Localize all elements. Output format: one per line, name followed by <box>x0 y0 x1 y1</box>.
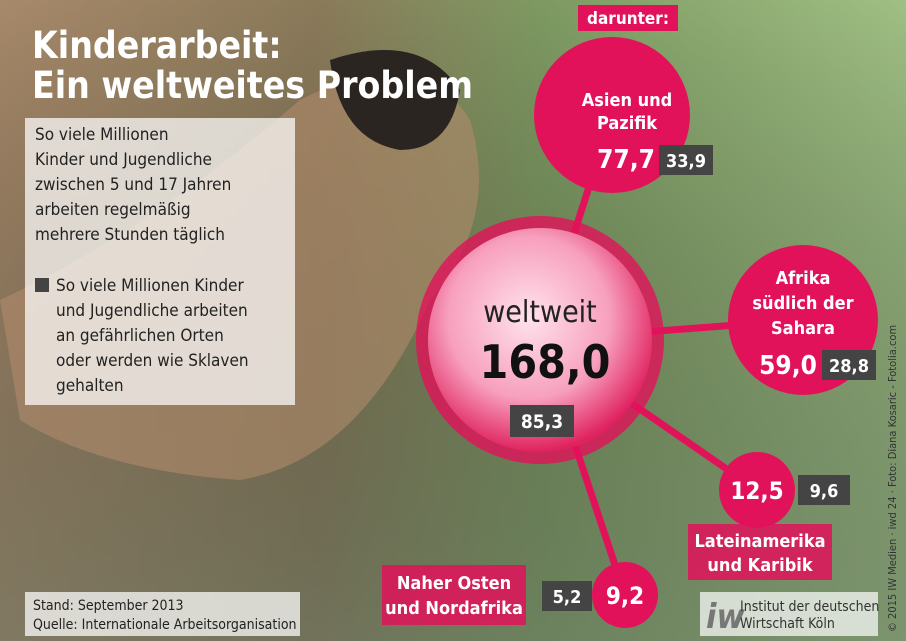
world-circle <box>428 228 652 452</box>
source: Stand: September 2013 Quelle: Internation… <box>33 598 297 633</box>
logo-text: Institut der deutschen Wirtschaft Köln <box>740 599 879 632</box>
world-label: weltweit <box>483 295 597 330</box>
photo-hair <box>330 50 460 150</box>
region-circle <box>534 37 690 193</box>
legend-hazard: So viele Millionen Kinder und Jugendliche… <box>56 276 249 396</box>
region-hazard: 9,6 <box>810 481 839 502</box>
legend-main: So viele Millionen Kinder und Jugendliche… <box>35 125 231 245</box>
region-total: 59,0 <box>759 351 817 381</box>
region-total: 12,5 <box>730 477 783 505</box>
source-panel <box>25 592 300 636</box>
photo-credit: © 2015 IW Medien · iwd 24 · Foto: Diana … <box>886 325 899 632</box>
region-hazard: 28,8 <box>829 356 869 377</box>
region-hazard-box <box>798 475 850 505</box>
region-hazard-box <box>542 581 592 611</box>
region-name: Afrika südlich der Sahara <box>752 268 853 339</box>
region-circle <box>719 452 795 528</box>
subset-label: darunter: <box>587 9 669 29</box>
region-name: Asien und Pazifik <box>582 90 673 134</box>
region-total: 77,7 <box>597 145 655 175</box>
title: Kinderarbeit: Ein weltweites Problem <box>32 24 473 107</box>
subset-label-box <box>578 5 678 31</box>
region-circle <box>592 562 658 628</box>
world-total: 168,0 <box>480 335 611 389</box>
region-name-box <box>382 565 526 625</box>
logo-mark: iw <box>706 597 745 637</box>
legend-panel <box>25 118 295 405</box>
logo-panel <box>700 592 878 636</box>
region-name-box <box>688 524 832 580</box>
region-total: 9,2 <box>606 582 644 610</box>
world-hazard: 85,3 <box>521 411 563 433</box>
region-hazard-box <box>822 350 876 380</box>
region-hazard: 33,9 <box>666 151 706 172</box>
region-name: Naher Osten und Nordafrika <box>385 573 523 619</box>
region-hazard: 5,2 <box>553 587 582 608</box>
region-name: Lateinamerika und Karibik <box>694 531 825 576</box>
region-hazard-box <box>659 145 713 175</box>
legend-swatch <box>35 278 49 292</box>
world-hazard-box <box>510 405 574 437</box>
